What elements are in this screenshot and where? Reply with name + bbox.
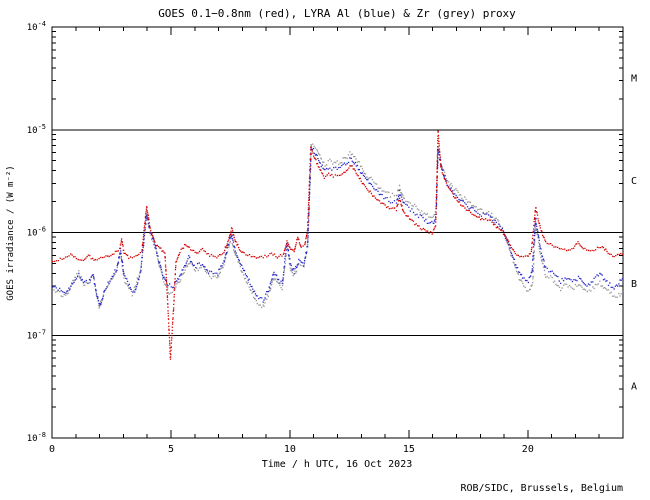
- credit-text: ROB/SIDC, Brussels, Belgium: [460, 483, 623, 494]
- y-tick-label: 10-6: [27, 226, 46, 239]
- data-dots-layer: [52, 130, 624, 360]
- x-tick-label: 20: [522, 444, 534, 455]
- x-tick-label: 0: [49, 444, 55, 455]
- flare-class-label: B: [631, 279, 637, 290]
- y-tick-label: 10-8: [27, 431, 46, 444]
- series-grey-dots: [52, 143, 624, 309]
- series-red-dots: [52, 130, 624, 360]
- axes-layer: 0 5 10 15 20 10-4 10-5 10-6 10-7 10-8 M C B A: [27, 20, 637, 455]
- x-tick-label: 10: [284, 444, 296, 455]
- x-tick-label: 5: [168, 444, 174, 455]
- chart-title: GOES 0.1−0.8nm (red), LYRA Al (blue) & Z…: [158, 7, 516, 20]
- series-blue-dots: [52, 146, 624, 306]
- flare-class-label: M: [631, 73, 637, 84]
- y-axis-label: GOES irradiance / (W m⁻²): [6, 165, 16, 300]
- x-tick-label: 15: [403, 444, 415, 455]
- flare-class-label: C: [631, 176, 637, 187]
- x-axis-label: Time / h UTC, 16 Oct 2023: [262, 459, 413, 470]
- y-tick-label: 10-7: [27, 328, 46, 341]
- y-tick-label: 10-5: [27, 123, 46, 136]
- flare-class-label: A: [631, 382, 637, 393]
- y-tick-label: 10-4: [27, 20, 46, 33]
